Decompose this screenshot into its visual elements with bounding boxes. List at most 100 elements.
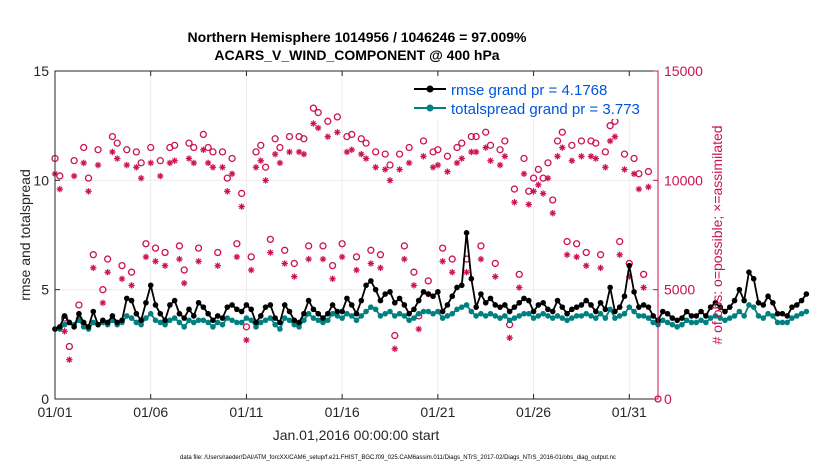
- totalspread-point: [779, 319, 786, 326]
- obs-assimilated-point: [506, 334, 513, 342]
- rmse-point: [688, 313, 695, 319]
- obs-assimilated-point: [334, 129, 341, 136]
- obs-assimilated-point: [300, 150, 308, 158]
- obs-possible-point: [458, 139, 466, 147]
- obs-assimilated-point: [434, 161, 442, 169]
- obs-assimilated-point: [611, 133, 619, 140]
- totalspread-point: [296, 324, 302, 330]
- totalspread-point: [473, 313, 479, 319]
- rmse-point: [296, 319, 302, 326]
- totalspread-point: [640, 313, 647, 319]
- obs-assimilated-point: [539, 190, 547, 197]
- rmse-point: [789, 304, 795, 310]
- totalspread-point: [272, 321, 278, 328]
- obs-possible-point: [558, 128, 566, 136]
- legend-rmse-marker: [426, 85, 434, 93]
- totalspread-point: [482, 313, 489, 319]
- totalspread-point: [760, 315, 767, 321]
- rmse-point: [277, 319, 283, 326]
- obs-assimilated-point: [487, 157, 494, 164]
- obs-assimilated-point: [559, 144, 566, 151]
- rmse-point: [497, 304, 503, 310]
- obs-assimilated-point: [640, 284, 647, 291]
- obs-possible-point: [266, 235, 275, 244]
- obs-assimilated-point: [645, 183, 652, 191]
- obs-assimilated-point: [563, 251, 571, 258]
- totalspread-point: [167, 317, 173, 324]
- totalspread-point: [693, 319, 700, 326]
- rmse-point: [502, 302, 508, 308]
- rmse-point: [650, 313, 657, 319]
- obs-possible-point: [639, 270, 648, 279]
- totalspread-point: [61, 321, 68, 328]
- obs-possible-point: [529, 174, 538, 182]
- rmse-point: [779, 310, 786, 317]
- totalspread-point: [358, 313, 365, 319]
- rmse-point: [659, 308, 666, 315]
- totalspread-point: [377, 313, 384, 319]
- obs-assimilated-point: [401, 255, 408, 263]
- y-axis-right-label: # of obs: o=possible; ×=assimilated: [709, 125, 725, 344]
- rmse-point: [607, 284, 613, 291]
- totalspread-point: [420, 308, 427, 315]
- rmse-point: [750, 275, 757, 282]
- rmse-point: [344, 295, 350, 302]
- obs-count-series: [51, 104, 662, 403]
- rmse-point: [138, 317, 144, 324]
- obs-assimilated-point: [281, 260, 288, 267]
- obs-assimilated-point: [415, 325, 422, 333]
- obs-possible-point: [185, 139, 193, 147]
- rmse-point: [444, 302, 451, 308]
- totalspread-point: [253, 324, 259, 330]
- obs-possible-point: [276, 143, 284, 152]
- totalspread-point: [521, 310, 527, 317]
- rmse-point: [411, 306, 417, 313]
- totalspread-point: [650, 319, 657, 326]
- totalspread-point: [224, 315, 231, 321]
- rmse-point: [248, 306, 255, 313]
- obs-assimilated-point: [516, 284, 523, 291]
- obs-possible-point: [501, 137, 509, 145]
- obs-assimilated-point: [367, 260, 375, 267]
- totalspread-point: [525, 310, 532, 317]
- obs-possible-point: [175, 242, 184, 250]
- obs-possible-point: [142, 240, 150, 248]
- obs-assimilated-point: [382, 166, 389, 173]
- rmse-point: [602, 306, 609, 313]
- totalspread-point: [353, 317, 360, 324]
- obs-assimilated-point: [219, 164, 226, 171]
- rmse-point: [224, 304, 231, 310]
- obs-possible-point: [113, 139, 121, 147]
- obs-assimilated-point: [157, 172, 164, 180]
- totalspread-point: [674, 324, 680, 330]
- obs-assimilated-point: [429, 164, 437, 171]
- totalspread-point: [774, 319, 781, 326]
- rmse-point: [473, 304, 479, 310]
- totalspread-point: [238, 319, 245, 326]
- rmse-point: [784, 313, 791, 319]
- rmse-point: [631, 289, 637, 295]
- rmse-point: [76, 310, 82, 317]
- rmse-point: [348, 302, 355, 308]
- totalspread-point: [612, 315, 618, 321]
- totalspread-point: [636, 313, 642, 319]
- obs-assimilated-point: [535, 181, 542, 188]
- rmse-point: [243, 302, 250, 308]
- obs-assimilated-point: [310, 120, 317, 127]
- obs-assimilated-point: [114, 155, 121, 162]
- totalspread-point: [286, 317, 293, 324]
- totalspread-point: [659, 317, 666, 324]
- rmse-point: [645, 304, 652, 310]
- rmse-point: [301, 310, 307, 317]
- rmse-point: [703, 313, 709, 319]
- obs-assimilated-point: [458, 155, 465, 162]
- obs-assimilated-point: [147, 159, 154, 167]
- obs-possible-point: [582, 248, 590, 257]
- obs-assimilated-point: [85, 188, 92, 195]
- totalspread-point: [157, 319, 164, 326]
- obs-possible-point: [304, 242, 313, 250]
- obs-assimilated-point: [353, 266, 360, 274]
- totalspread-point: [334, 313, 341, 319]
- totalspread-point: [281, 315, 288, 321]
